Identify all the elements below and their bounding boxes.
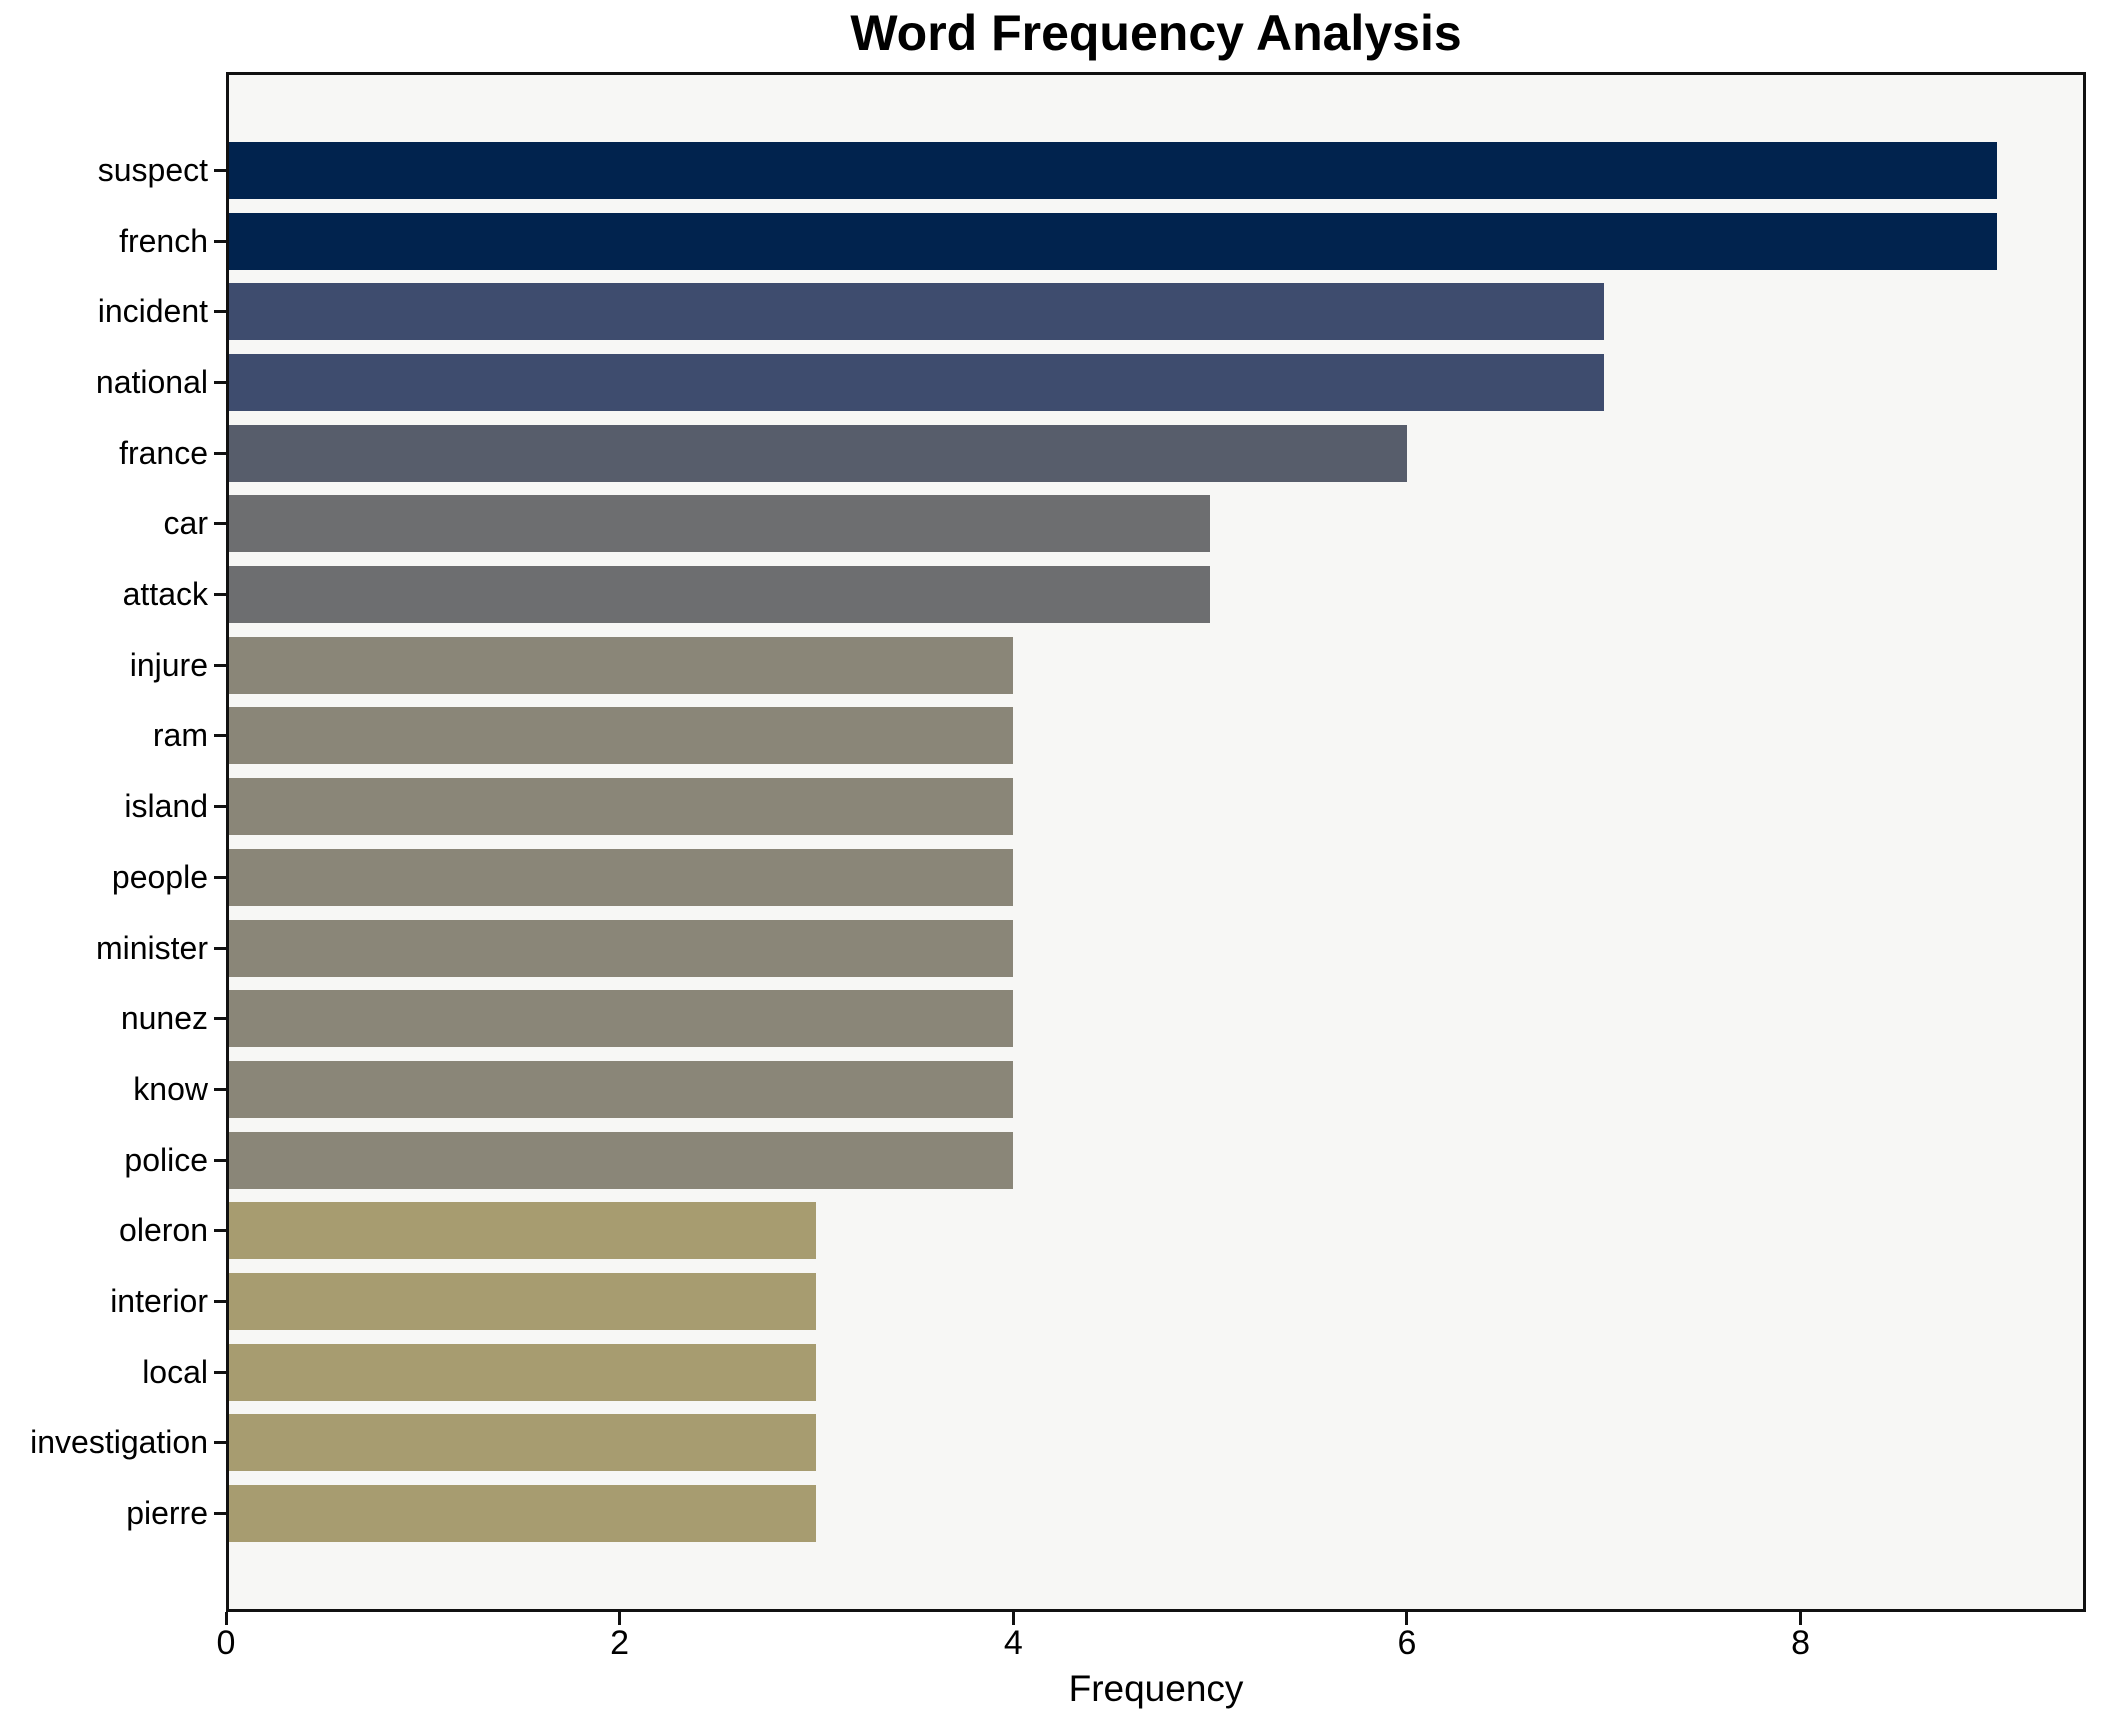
ytick-mark-minister (214, 946, 226, 950)
ytick-label-minister: minister (95, 929, 208, 966)
ytick-label-france: france (119, 434, 208, 471)
ytick-mark-pierre (214, 1512, 226, 1515)
bar-france (229, 424, 1407, 482)
ytick-mark-ram (214, 734, 226, 738)
xtick-label-2: 2 (610, 1624, 630, 1662)
ytick-mark-island (214, 805, 226, 809)
bar-ram (229, 707, 1013, 765)
bar-local (229, 1343, 816, 1401)
ytick-label-suspect: suspect (97, 152, 208, 188)
ytick-label-island: island (124, 788, 208, 825)
ytick-mark-attack (214, 593, 226, 597)
ytick-label-french: french (119, 222, 208, 259)
bar-oleron (229, 1202, 816, 1260)
ytick-mark-incident (214, 310, 226, 314)
xtick-label-0: 0 (216, 1624, 236, 1662)
bar-french (229, 212, 1997, 270)
xtick-mark-8 (1799, 1612, 1803, 1625)
ytick-label-local: local (142, 1353, 208, 1390)
bar-suspect (229, 142, 1997, 199)
ytick-mark-investigation (214, 1441, 226, 1445)
bar-national (229, 354, 1604, 412)
ytick-mark-police (214, 1158, 226, 1162)
bar-know (229, 1060, 1013, 1118)
bar-incident (229, 283, 1604, 341)
xtick-mark-0 (224, 1612, 228, 1625)
bar-island (229, 778, 1013, 836)
ytick-label-know: know (133, 1070, 208, 1107)
xtick-label-4: 4 (1003, 1624, 1023, 1662)
ytick-mark-local (214, 1370, 226, 1374)
ytick-label-oleron: oleron (119, 1212, 208, 1249)
bar-people (229, 848, 1013, 906)
bar-investigation (229, 1414, 816, 1472)
ytick-label-police: police (124, 1141, 208, 1178)
ytick-label-injure: injure (129, 646, 208, 683)
xtick-mark-6 (1405, 1612, 1409, 1625)
bar-injure (229, 636, 1013, 694)
ytick-mark-national (214, 381, 226, 385)
ytick-label-pierre: pierre (126, 1495, 208, 1531)
bar-police (229, 1131, 1013, 1189)
bar-pierre (229, 1485, 816, 1542)
xtick-label-8: 8 (1791, 1624, 1811, 1662)
ytick-label-attack: attack (122, 576, 208, 613)
ytick-mark-injure (214, 663, 226, 667)
ytick-mark-nunez (214, 1017, 226, 1021)
ytick-label-investigation: investigation (30, 1424, 208, 1461)
ytick-mark-oleron (214, 1229, 226, 1233)
ytick-mark-france (214, 451, 226, 455)
ytick-label-nunez: nunez (120, 1000, 208, 1037)
bar-nunez (229, 990, 1013, 1048)
ytick-label-incident: incident (97, 293, 208, 330)
bar-car (229, 495, 1210, 553)
ytick-label-national: national (95, 364, 208, 401)
ytick-label-people: people (111, 858, 208, 895)
chart-title: Word Frequency Analysis (850, 5, 1462, 61)
ytick-label-interior: interior (110, 1282, 208, 1319)
ytick-mark-car (214, 522, 226, 526)
ytick-mark-interior (214, 1299, 226, 1303)
xtick-label-6: 6 (1397, 1624, 1417, 1662)
bar-minister (229, 919, 1013, 977)
ytick-mark-know (214, 1087, 226, 1091)
x-axis-title: Frequency (1068, 1668, 1244, 1709)
ytick-mark-suspect (214, 169, 226, 172)
ytick-mark-people (214, 875, 226, 879)
ytick-label-ram: ram (152, 717, 208, 754)
xtick-mark-2 (618, 1612, 622, 1625)
xtick-mark-4 (1011, 1612, 1015, 1625)
ytick-mark-french (214, 239, 226, 243)
ytick-label-car: car (163, 505, 208, 542)
bar-interior (229, 1272, 816, 1330)
bar-attack (229, 566, 1210, 624)
